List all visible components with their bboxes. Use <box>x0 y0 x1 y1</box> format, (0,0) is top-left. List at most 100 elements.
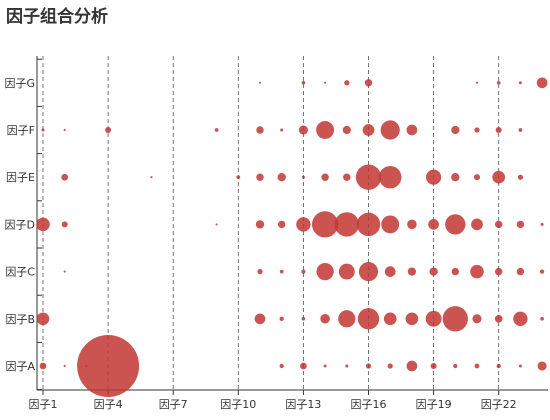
bubble <box>61 221 68 228</box>
bubble <box>323 364 327 368</box>
bubble <box>494 220 503 229</box>
bubble <box>383 312 397 326</box>
bubble <box>384 266 396 277</box>
bubble <box>36 217 50 232</box>
bubble <box>215 223 218 226</box>
bubble <box>279 316 284 321</box>
bubble <box>105 126 112 134</box>
bubble <box>473 174 481 181</box>
bubble <box>255 220 265 229</box>
bubble <box>279 269 284 274</box>
bubble <box>474 127 480 133</box>
bubble <box>63 128 66 132</box>
bubble <box>380 120 400 140</box>
bubble <box>425 310 442 327</box>
bubble <box>494 267 503 276</box>
y-tick-label: 因子A <box>5 360 35 373</box>
bubble <box>539 269 545 274</box>
bubble <box>300 362 307 370</box>
bubble <box>301 269 306 274</box>
bubble <box>378 165 402 189</box>
bubble <box>258 81 262 84</box>
bubble <box>453 363 458 369</box>
x-tick-label: 因子1 <box>29 398 58 411</box>
bubble <box>472 314 482 324</box>
bubble <box>540 222 544 226</box>
bubble <box>298 125 308 135</box>
bubble <box>406 124 418 136</box>
bubble <box>279 363 284 369</box>
bubble <box>540 316 544 321</box>
bubble <box>277 220 286 229</box>
bubble <box>475 81 479 84</box>
x-tick-label: 因子22 <box>481 398 517 411</box>
y-tick-label: 因子F <box>7 124 35 137</box>
x-tick-label: 因子13 <box>285 398 321 411</box>
bubble <box>338 263 355 280</box>
bubble <box>381 215 400 234</box>
bubble <box>451 173 460 182</box>
bubble <box>407 267 417 276</box>
bubble <box>342 125 351 135</box>
bubble <box>334 212 359 237</box>
bubble <box>430 362 437 370</box>
bubble <box>356 212 381 237</box>
bubble <box>362 124 375 136</box>
bubble <box>407 219 417 230</box>
bubbles <box>36 77 548 397</box>
bubble <box>451 267 460 276</box>
bubble <box>344 80 350 86</box>
bubble <box>451 125 460 135</box>
bubble <box>301 80 306 85</box>
bubble <box>429 267 438 276</box>
bubble <box>537 361 547 371</box>
bubble <box>36 312 50 326</box>
bubble <box>357 308 380 330</box>
bubble <box>236 175 241 180</box>
bubble <box>406 360 418 372</box>
bubble <box>301 175 305 179</box>
bubble <box>516 267 525 276</box>
bubble <box>496 363 501 369</box>
bubble <box>492 170 506 184</box>
bubble <box>516 220 525 229</box>
x-tick-label: 因子7 <box>159 398 188 411</box>
x-tick-label: 因子10 <box>220 398 256 411</box>
bubble <box>518 128 523 132</box>
bubble <box>257 268 263 275</box>
bubble <box>470 264 484 279</box>
bubble <box>296 217 311 232</box>
bubble <box>316 121 335 139</box>
bubble <box>517 174 524 180</box>
bubble <box>150 176 153 179</box>
bubble <box>345 364 349 368</box>
bubble <box>442 306 468 332</box>
bubble <box>277 173 286 182</box>
bubble <box>355 164 382 190</box>
bubble <box>428 219 439 230</box>
bubble <box>321 173 329 181</box>
bubble <box>495 126 502 134</box>
bubble <box>324 81 327 84</box>
bubble <box>280 128 284 132</box>
bubble <box>61 173 69 181</box>
y-tick-label: 因子D <box>5 218 35 231</box>
tick-labels: 因子1 因子4 因子7 因子10 因子13 因子16 因子19 因子22 因子A 因子B 因子C 因子… <box>4 77 516 411</box>
bubble <box>256 126 264 134</box>
bubble <box>77 335 140 397</box>
bubble <box>471 218 483 231</box>
bubble <box>343 173 351 181</box>
bubble <box>312 211 339 238</box>
bubble <box>254 313 266 325</box>
bubble <box>320 314 330 324</box>
bubble <box>387 363 393 369</box>
bubble <box>518 364 522 368</box>
y-tick-label: 因子C <box>5 266 35 279</box>
bubble <box>426 169 442 185</box>
bubble <box>496 80 501 85</box>
bubble <box>405 312 419 326</box>
bubble <box>338 310 356 328</box>
bubble <box>214 128 219 132</box>
bubble <box>513 311 528 326</box>
